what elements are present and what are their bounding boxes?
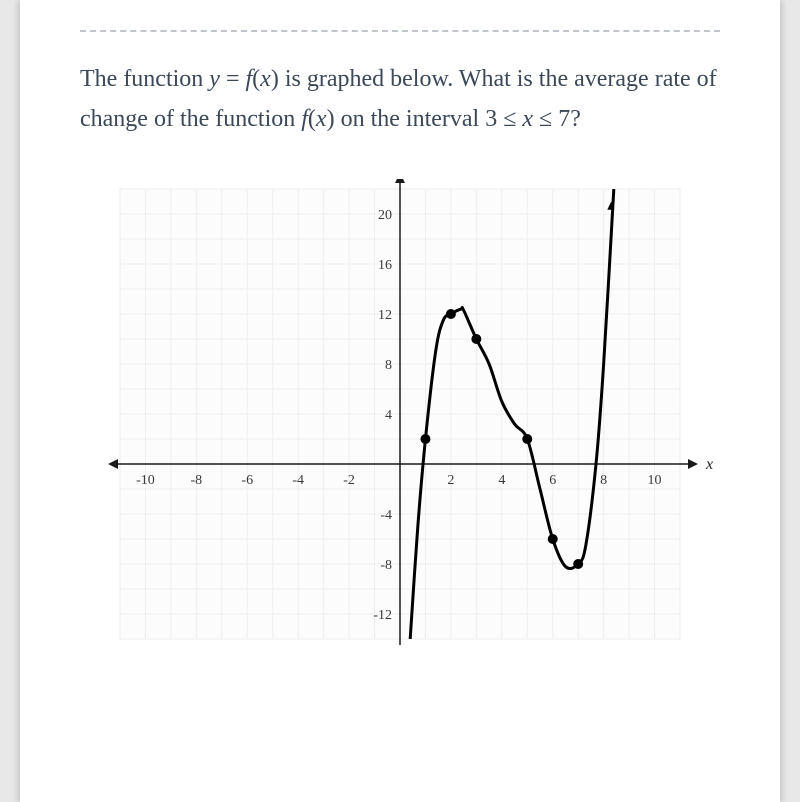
math-expr-2: f(x): [301, 106, 334, 132]
svg-text:-4: -4: [380, 508, 392, 523]
math-expr-1: y = f(x): [209, 66, 279, 92]
svg-text:-12: -12: [373, 608, 392, 623]
svg-text:16: 16: [378, 258, 392, 273]
content-card: The function y = f(x) is graphed below. …: [20, 0, 780, 802]
svg-text:x: x: [705, 456, 713, 473]
svg-text:10: 10: [648, 473, 662, 488]
svg-text:4: 4: [385, 408, 392, 423]
q-text-1: The function: [80, 66, 209, 92]
q-text-3: on the interval: [341, 106, 486, 132]
math-expr-3: 3 ≤ x ≤ 7: [485, 106, 570, 132]
svg-text:6: 6: [549, 473, 556, 488]
svg-text:-8: -8: [191, 473, 203, 488]
svg-text:-8: -8: [380, 558, 392, 573]
svg-text:20: 20: [378, 208, 392, 223]
svg-text:8: 8: [385, 358, 392, 373]
svg-text:2: 2: [447, 473, 454, 488]
function-graph: -10-8-6-4-224681020161284-4-8-12xy: [80, 179, 720, 659]
svg-text:4: 4: [498, 473, 505, 488]
question-text: The function y = f(x) is graphed below. …: [80, 60, 720, 139]
svg-text:-2: -2: [343, 473, 355, 488]
svg-text:-10: -10: [136, 473, 155, 488]
chart-svg: -10-8-6-4-224681020161284-4-8-12xy: [80, 179, 720, 659]
svg-text:-4: -4: [292, 473, 304, 488]
svg-text:8: 8: [600, 473, 607, 488]
svg-text:-6: -6: [241, 473, 253, 488]
section-divider: [80, 30, 720, 32]
svg-text:12: 12: [378, 308, 392, 323]
q-text-4: ?: [570, 106, 581, 132]
